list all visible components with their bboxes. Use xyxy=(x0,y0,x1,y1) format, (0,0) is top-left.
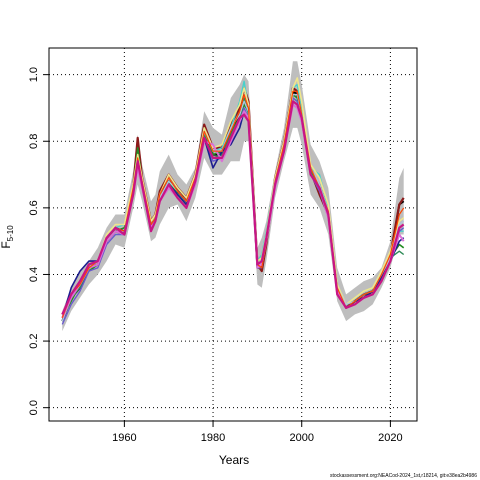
x-tick-label: 1980 xyxy=(201,432,225,444)
y-axis-label-main: F xyxy=(0,241,13,248)
y-axis-ticks: 0.0 0.2 0.4 0.6 0.8 1.0 xyxy=(28,67,49,415)
series-lines xyxy=(61,77,405,325)
y-axis-label-subscript: 5-10 xyxy=(6,225,15,242)
series-line-12 xyxy=(61,100,405,315)
y-tick-label: 1.0 xyxy=(28,67,40,82)
y-tick-label: 0.0 xyxy=(28,400,40,415)
plot-frame xyxy=(48,47,418,422)
x-tick-label: 2000 xyxy=(289,432,313,444)
y-axis-label: F5-10 xyxy=(0,225,15,249)
x-tick-label: 1960 xyxy=(112,432,136,444)
confidence-band xyxy=(62,61,404,332)
y-tick-label: 0.2 xyxy=(28,333,40,348)
y-tick-label: 0.6 xyxy=(28,200,40,215)
y-tick-label: 0.4 xyxy=(28,267,40,282)
series-line-3 xyxy=(61,93,405,319)
x-axis-label: Years xyxy=(219,453,249,467)
x-axis-ticks: 1960 1980 2000 2020 xyxy=(112,421,403,444)
source-footer: stockassessment.org:NEACod-2024_1st,r182… xyxy=(330,473,477,479)
series-line-10 xyxy=(61,103,405,319)
y-tick-label: 0.8 xyxy=(28,134,40,149)
x-tick-label: 2020 xyxy=(378,432,402,444)
series-line-11 xyxy=(61,90,405,319)
